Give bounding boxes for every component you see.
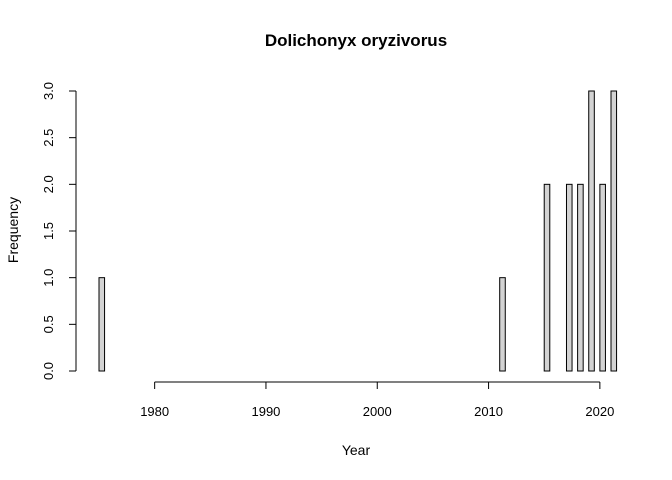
bar-2019 — [588, 90, 595, 372]
y-tick-label-0.5: 0.5 — [41, 315, 56, 333]
x-tick-label-2000: 2000 — [363, 404, 392, 419]
x-tick-label-2020: 2020 — [585, 404, 614, 419]
y-axis: 0.0 0.5 1.0 1.5 2.0 2.5 3.0 — [41, 82, 77, 380]
y-tick-label-2.5: 2.5 — [41, 129, 56, 147]
bar-2017 — [565, 183, 573, 372]
bar-2020 — [599, 183, 606, 372]
bar-2015 — [543, 183, 551, 372]
x-tick-label-1990: 1990 — [251, 404, 280, 419]
x-axis-label: Year — [342, 442, 371, 458]
bars — [98, 90, 618, 372]
bar-2018 — [577, 183, 584, 372]
y-tick-label-3.0: 3.0 — [41, 82, 56, 100]
y-tick-label-1.5: 1.5 — [41, 222, 56, 240]
y-tick-label-0.0: 0.0 — [41, 362, 56, 380]
x-axis: 1980 1990 2000 2010 2020 — [140, 381, 614, 419]
bar-2011 — [499, 277, 506, 372]
x-tick-label-2010: 2010 — [474, 404, 503, 419]
bar-1975 — [98, 277, 106, 372]
x-tick-label-1980: 1980 — [140, 404, 169, 419]
chart-title: Dolichonyx oryzivorus — [265, 31, 447, 50]
y-tick-label-2.0: 2.0 — [41, 175, 56, 193]
bar-2021 — [610, 90, 618, 372]
y-tick-label-1.0: 1.0 — [41, 269, 56, 287]
y-axis-label: Frequency — [5, 197, 21, 263]
